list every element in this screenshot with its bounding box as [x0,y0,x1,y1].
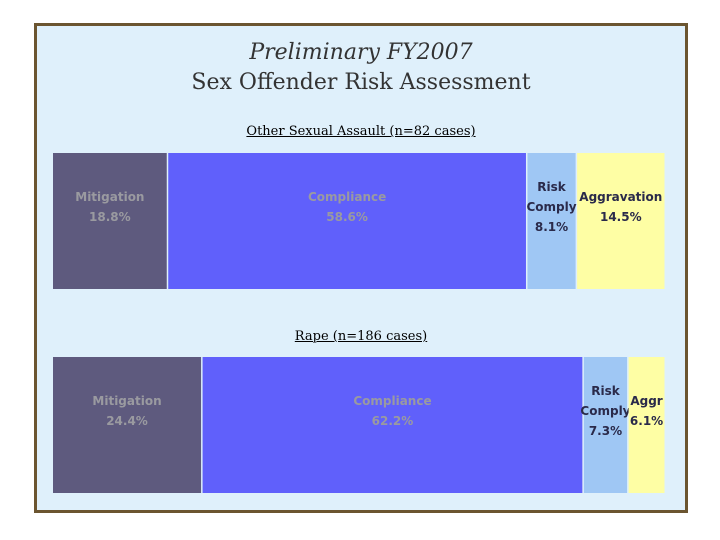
data-label-aggravation: 14.5% [600,210,642,224]
bar-segment-aggravation [577,153,665,289]
bar-segment-risk-comply [527,153,576,289]
segment-label-compliance: Compliance [353,394,431,408]
bar-segment-aggr [628,357,665,493]
slide-title-line2: Sex Offender Risk Assessment [191,70,531,95]
data-label-mitigation: 18.8% [89,210,131,224]
bar-segment-compliance [168,153,526,289]
slide-title-line1: Preliminary FY2007 [249,40,473,65]
data-label-compliance: 58.6% [326,210,368,224]
stacked-bar-chart-other-sexual-assault: Mitigation 18.8% Compliance 58.6% Risk Comply… [53,153,665,289]
stacked-bar-chart-rape: Mitigation 24.4% Compliance 62.2% Risk Comply… [53,357,665,493]
chart-title-rape: Rape (n=186 cases) [294,329,428,344]
bar-segment-mitigation [53,357,202,493]
segment-label-risk-comply: Risk [591,384,620,398]
segment-label-risk-comply: Comply [580,404,630,418]
bar-segment-mitigation [53,153,167,289]
segment-label-mitigation: Mitigation [92,394,161,408]
segment-label-risk-comply: Risk [537,180,566,194]
data-label-mitigation: 24.4% [106,414,148,428]
segment-label-compliance: Compliance [308,190,386,204]
segment-label-risk-comply: Comply [526,200,576,214]
slide-frame: Preliminary FY2007 Sex Offender Risk Ass… [34,23,688,513]
segment-label-aggr: Aggr [630,394,662,408]
data-label-risk-comply: 7.3% [589,424,622,438]
data-label-aggr: 6.1% [630,414,663,428]
chart-title-other-sexual-assault: Other Sexual Assault (n=82 cases) [246,124,476,139]
bar-segment-risk-comply [583,357,628,493]
segment-label-mitigation: Mitigation [75,190,144,204]
segment-label-aggravation: Aggravation [579,190,662,204]
data-label-compliance: 62.2% [372,414,414,428]
bar-segment-compliance [202,357,583,493]
data-label-risk-comply: 8.1% [535,220,568,234]
